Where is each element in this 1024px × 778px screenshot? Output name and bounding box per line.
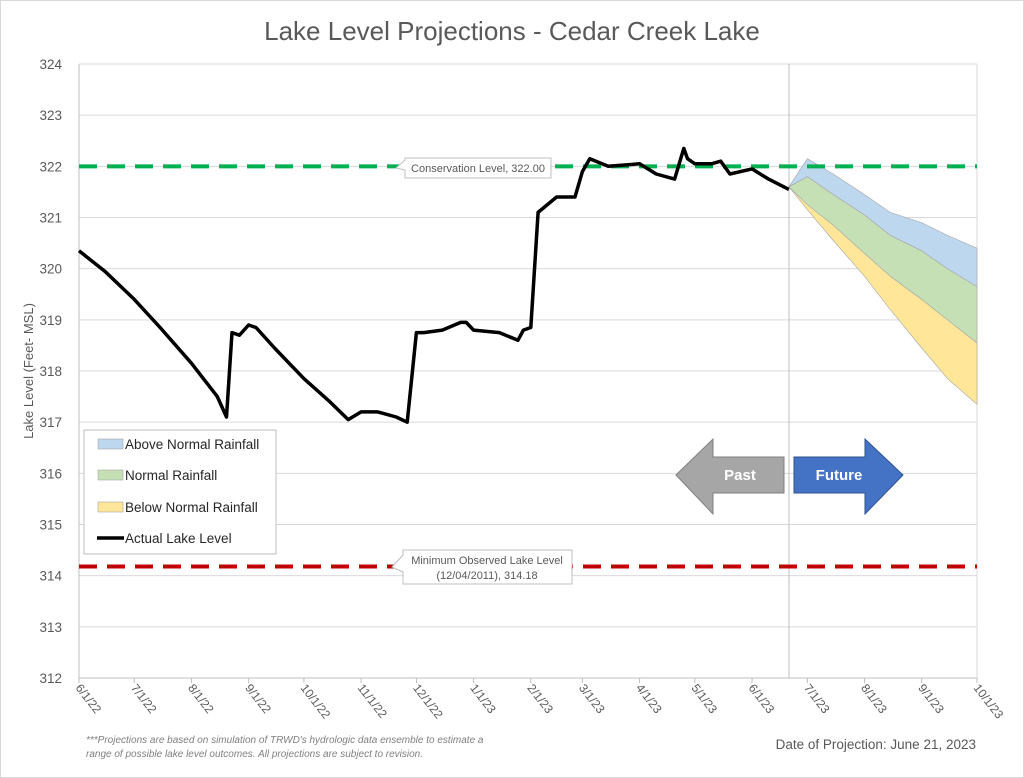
x-tick-label: 8/1/22 <box>185 681 217 716</box>
past-arrow: Past <box>675 437 785 516</box>
y-tick-label: 315 <box>39 518 62 533</box>
legend-label-above: Above Normal Rainfall <box>125 437 259 452</box>
x-tick-label: 8/1/23 <box>858 681 890 716</box>
y-tick-label: 320 <box>39 262 62 277</box>
minimum-callout-line1: Minimum Observed Lake Level <box>411 555 563 567</box>
x-tick-label: 10/1/23 <box>971 681 1007 721</box>
y-tick-label: 317 <box>39 415 62 430</box>
x-tick-label: 7/1/23 <box>801 681 833 716</box>
y-tick-label: 318 <box>39 364 62 379</box>
past-label: Past <box>724 467 756 484</box>
y-axis-label: Lake Level (Feet- MSL) <box>21 303 36 439</box>
y-tick-label: 314 <box>39 569 62 584</box>
above-normal-area <box>788 158 978 288</box>
x-tick-label: 6/1/23 <box>746 681 778 716</box>
legend-label-below: Below Normal Rainfall <box>125 500 258 515</box>
y-tick-label: 322 <box>39 159 62 174</box>
legend-label-actual: Actual Lake Level <box>125 531 232 546</box>
x-tick-label: 1/1/23 <box>467 681 499 716</box>
projection-areas <box>788 158 978 405</box>
legend-swatch-above <box>97 438 124 450</box>
x-tick-label: 11/1/22 <box>355 681 390 721</box>
x-tick-label: 4/1/23 <box>633 681 665 716</box>
x-tick-label: 6/1/22 <box>73 681 105 716</box>
footnote-line1: ***Projections are based on simulation o… <box>86 735 484 746</box>
y-axis-ticks: 324 323 322 321 320 319 318 317 316 315 314 313 312 <box>39 57 62 686</box>
conservation-callout-label: Conservation Level, 322.00 <box>411 163 545 175</box>
x-axis-ticks: 6/1/22 7/1/22 8/1/22 9/1/22 10/1/22 11/1/22 12… <box>73 678 1007 722</box>
actual-lake-level-line <box>77 146 790 424</box>
minimum-callout-line2: (12/04/2011), 314.18 <box>436 570 537 582</box>
legend: Above Normal Rainfall Normal Rainfall Be… <box>83 429 277 555</box>
y-tick-label: 316 <box>39 466 62 481</box>
minimum-callout: Minimum Observed Lake Level (12/04/2011)… <box>391 549 573 585</box>
future-arrow: Future <box>793 437 904 516</box>
y-tick-label: 313 <box>39 620 62 635</box>
past-arrow-icon <box>675 437 785 516</box>
legend-swatch-normal <box>97 469 124 481</box>
x-tick-label: 7/1/22 <box>128 681 160 716</box>
x-tick-label: 3/1/23 <box>576 681 608 716</box>
y-tick-label: 312 <box>39 671 62 686</box>
legend-swatch-below <box>97 501 124 513</box>
y-tick-label: 324 <box>39 57 62 72</box>
x-tick-label: 10/1/22 <box>298 681 334 721</box>
y-tick-label: 319 <box>39 313 62 328</box>
y-tick-label: 321 <box>39 211 62 226</box>
conservation-callout: Conservation Level, 322.00 <box>394 157 552 179</box>
y-tick-label: 323 <box>39 108 62 123</box>
x-tick-label: 9/1/22 <box>242 681 274 716</box>
projection-date: Date of Projection: June 21, 2023 <box>776 737 976 752</box>
future-arrow-icon <box>793 437 904 516</box>
footnote-line2: range of possible lake level outcomes. A… <box>86 749 423 760</box>
legend-label-normal: Normal Rainfall <box>125 468 217 483</box>
x-tick-label: 9/1/23 <box>915 681 947 716</box>
chart-title: Lake Level Projections - Cedar Creek Lak… <box>264 16 760 46</box>
x-tick-label: 12/1/22 <box>410 681 446 721</box>
x-tick-label: 2/1/23 <box>524 681 556 716</box>
future-label: Future <box>816 467 863 484</box>
x-tick-label: 5/1/23 <box>689 681 721 716</box>
